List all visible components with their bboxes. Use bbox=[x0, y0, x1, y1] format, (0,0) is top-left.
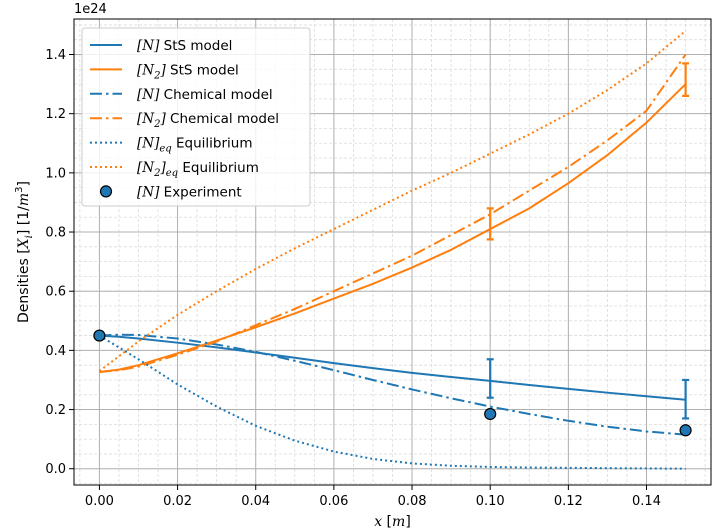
error-bars bbox=[486, 62, 690, 420]
label-part: [ bbox=[137, 184, 143, 200]
label-part: eq bbox=[159, 144, 171, 155]
label-part: ] bbox=[405, 514, 410, 530]
label-part: [ bbox=[382, 514, 392, 530]
y-tick-label: 1.4 bbox=[45, 48, 66, 63]
label-part: Equilibrium bbox=[172, 136, 253, 152]
label-part: [ bbox=[137, 111, 143, 127]
x-tick-label: 0.06 bbox=[319, 494, 348, 509]
label-part: [ bbox=[137, 87, 143, 103]
series-line bbox=[99, 83, 687, 373]
label-part: [ bbox=[137, 136, 143, 152]
label-part: ] bbox=[153, 184, 160, 200]
label-part: N bbox=[141, 160, 155, 176]
label-part: ] bbox=[153, 136, 160, 152]
label-part: x bbox=[374, 514, 382, 530]
y-offset-text: 1e24 bbox=[74, 2, 107, 17]
x-tick-label: 0.12 bbox=[554, 494, 583, 509]
label-part: N bbox=[141, 136, 155, 152]
y-axis-label: Densities [Xi] [1/m3] bbox=[14, 181, 35, 323]
legend-marker bbox=[99, 185, 113, 198]
label-part: N bbox=[141, 184, 155, 200]
label-part: ] bbox=[159, 111, 166, 127]
label-part: ] bbox=[159, 160, 166, 176]
label-part: ] bbox=[159, 62, 166, 78]
y-tick-label: 0.6 bbox=[45, 285, 66, 300]
label-part: ] bbox=[16, 181, 32, 186]
label-part: StS model bbox=[159, 38, 232, 54]
label-part: 3 bbox=[14, 186, 25, 192]
x-axis-label-text: x [m] bbox=[374, 514, 411, 530]
label-part: Equilibrium bbox=[178, 160, 259, 176]
label-part: ] bbox=[153, 38, 160, 54]
label-part: [ bbox=[137, 62, 143, 78]
label-part: X bbox=[16, 237, 32, 249]
label-part: N bbox=[141, 111, 155, 127]
legend-label: [N]eq Equilibrium bbox=[137, 136, 252, 155]
label-part: Chemical model bbox=[159, 87, 272, 103]
series-line bbox=[99, 333, 686, 436]
y-axis-label-text: Densities [Xi] [1/m3] bbox=[14, 181, 35, 323]
legend-label: [N2] Chemical model bbox=[137, 111, 279, 130]
series-layer bbox=[98, 30, 687, 470]
y-tick-label: 0.0 bbox=[45, 462, 66, 477]
label-part: [ bbox=[137, 160, 143, 176]
label-part: m bbox=[16, 193, 32, 206]
label-part: m bbox=[392, 514, 405, 530]
x-axis-label: x [m] bbox=[374, 514, 411, 530]
legend: [N] StS model[N2] StS model[N] Chemical … bbox=[81, 27, 311, 207]
series-line bbox=[98, 30, 687, 372]
x-tick-label: 0.04 bbox=[241, 494, 270, 509]
legend-label: [N2] StS model bbox=[137, 62, 239, 81]
legend-label: [N] StS model bbox=[137, 38, 232, 54]
label-part: Chemical model bbox=[166, 111, 279, 127]
x-tick-label: 0.00 bbox=[85, 494, 114, 509]
legend-label: [N] Experiment bbox=[137, 184, 242, 200]
label-part: 2 bbox=[153, 168, 160, 179]
label-part: ] [1/ bbox=[16, 206, 32, 235]
legend-box bbox=[81, 27, 311, 207]
y-tick-label: 0.4 bbox=[45, 344, 66, 359]
label-part: [ bbox=[16, 248, 32, 253]
y-tick-label: 1.0 bbox=[45, 166, 66, 181]
y-tick-label: 0.2 bbox=[45, 403, 66, 418]
label-part: N bbox=[141, 38, 155, 54]
label-part: Densities bbox=[16, 254, 32, 323]
y-tick-label: 0.8 bbox=[45, 226, 66, 241]
label-part: StS model bbox=[166, 62, 239, 78]
label-part: 2 bbox=[153, 119, 160, 130]
label-part: eq bbox=[166, 168, 178, 179]
label-part: 2 bbox=[153, 70, 160, 81]
x-tick-label: 0.14 bbox=[632, 494, 661, 509]
label-part: ] bbox=[153, 87, 160, 103]
axis-ticks: 0.00 0.02 0.04 0.06 0.08 0.10 0.12 0.14 0.0 0.2 0.… bbox=[45, 48, 661, 509]
x-tick-label: 0.08 bbox=[398, 494, 427, 509]
label-part: i bbox=[24, 235, 35, 238]
legend-label: [N2]eq Equilibrium bbox=[137, 160, 259, 179]
label-part: N bbox=[141, 62, 155, 78]
experiment-point bbox=[679, 424, 692, 437]
series-line bbox=[99, 334, 686, 401]
experiment-markers bbox=[93, 329, 692, 437]
label-part: [ bbox=[137, 38, 143, 54]
experiment-point bbox=[484, 407, 497, 421]
legend-label: [N] Chemical model bbox=[137, 87, 273, 103]
plot-frame bbox=[73, 18, 712, 486]
y-tick-label: 1.2 bbox=[45, 107, 66, 122]
experiment-point bbox=[93, 329, 106, 342]
x-tick-label: 0.10 bbox=[476, 494, 505, 509]
label-part: Experiment bbox=[159, 184, 241, 200]
x-tick-label: 0.02 bbox=[163, 494, 192, 509]
label-part: N bbox=[141, 87, 155, 103]
